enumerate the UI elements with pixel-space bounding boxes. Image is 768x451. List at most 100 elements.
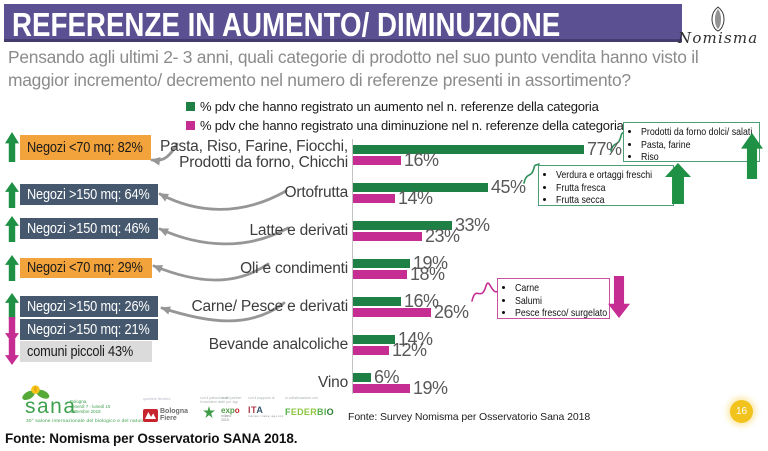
category-label: Latte e derivati bbox=[249, 221, 349, 239]
callout-item: Riso bbox=[641, 151, 755, 164]
bar-diminuzione bbox=[353, 156, 401, 165]
category-label: Pasta, Riso, Farine, Fiocchi, Prodotti da… bbox=[159, 137, 348, 171]
callout-arrow-down-icon bbox=[608, 276, 630, 318]
value-label-aumento: 77% bbox=[587, 139, 622, 159]
legend-swatch-green bbox=[186, 102, 195, 111]
callout-item: Frutta fresca bbox=[556, 182, 669, 195]
badge-text: Negozi >150 mq: 64% bbox=[27, 186, 150, 203]
callout-item: Verdura e ortaggi freschi bbox=[556, 169, 669, 182]
legend-item: % pdv che hanno registrato un aumento ne… bbox=[186, 99, 599, 114]
bar-aumento bbox=[353, 373, 371, 382]
callout-item: Carne bbox=[515, 282, 605, 295]
sana-dates: Bologna, venerdì 7 - lunedì 10 settembre 2… bbox=[70, 399, 111, 415]
badge-arrow-up-icon bbox=[5, 255, 19, 281]
category-label: Oli e condimenti bbox=[240, 259, 348, 277]
wavy-connector bbox=[523, 163, 540, 184]
badge-arrow-up-icon bbox=[5, 293, 19, 319]
bar-diminuzione bbox=[353, 194, 395, 203]
callout-item: Frutta secca bbox=[556, 194, 669, 207]
store-size-badge: Negozi >150 mq: 21% bbox=[20, 319, 158, 340]
store-size-badge: Negozi <70 mq: 29% bbox=[20, 258, 152, 278]
page-number-badge: 16 bbox=[730, 400, 753, 423]
bar-diminuzione bbox=[353, 232, 422, 241]
nomisma-emblem-icon bbox=[711, 6, 725, 32]
legend-item: % pdv che hanno registrato una diminuzio… bbox=[186, 118, 624, 133]
value-label-diminuzione: 18% bbox=[410, 264, 445, 284]
sana-wordmark: sana bbox=[25, 395, 77, 418]
category-label: Vino bbox=[318, 373, 348, 391]
store-size-badge: Negozi >150 mq: 46% bbox=[20, 218, 158, 239]
value-label-aumento: 16% bbox=[404, 291, 439, 311]
category-label: Ortofrutta bbox=[284, 183, 349, 201]
store-size-badge: comuni piccoli 43% bbox=[20, 341, 152, 362]
badge-arrow-up-icon bbox=[5, 132, 19, 162]
badge-text: Negozi >150 mq: 46% bbox=[27, 220, 150, 237]
badge-arrow-down-icon bbox=[5, 339, 19, 365]
partner-caption: in collaborazione con bbox=[285, 396, 318, 400]
sana-logo: sana Bologna, venerdì 7 - lunedì 10 settem… bbox=[18, 383, 228, 429]
slide-title: REFERENZE IN AUMENTO/ DIMINUZIONE bbox=[12, 6, 561, 43]
page-number: 16 bbox=[735, 406, 748, 417]
value-label-diminuzione: 26% bbox=[434, 302, 469, 322]
category-label: Carne/ Pesce e derivati bbox=[191, 297, 348, 315]
value-label-diminuzione: 14% bbox=[398, 188, 433, 208]
question-text: Pensando agli ultimi 2- 3 anni, quali ca… bbox=[8, 46, 748, 92]
badge-arrow-up-icon bbox=[5, 182, 19, 208]
partner-caption: quartiere fieristico bbox=[143, 397, 171, 401]
partner-caption: main partner bbox=[222, 396, 242, 400]
legend-label: % pdv che hanno registrato un aumento ne… bbox=[200, 99, 599, 114]
store-size-badge: Negozi <70 mq: 82% bbox=[20, 135, 151, 160]
sana-leaf-icon bbox=[22, 385, 50, 401]
callout-box: Verdura e ortaggi freschiFrutta frescaFr… bbox=[538, 165, 674, 206]
value-label-diminuzione: 16% bbox=[404, 150, 439, 170]
callout-item: Pesce fresco/ surgelato bbox=[515, 307, 607, 320]
callout-item: Prodotti da forno dolci/ salati bbox=[641, 126, 755, 139]
callout-item: Pasta, farine bbox=[641, 139, 755, 152]
store-size-badge: Negozi >150 mq: 26% bbox=[20, 296, 158, 317]
ita-logo: ITA italian trade agency bbox=[248, 405, 285, 418]
bar-aumento bbox=[353, 221, 452, 230]
partner-caption: con il supporto di bbox=[248, 396, 275, 400]
question-line: Pensando agli ultimi 2- 3 anni, quali ca… bbox=[8, 47, 699, 67]
value-label-diminuzione: 23% bbox=[425, 226, 460, 246]
sana-subtitle: 30° salone internazionale del biologico … bbox=[26, 419, 150, 424]
bar-diminuzione bbox=[353, 384, 410, 393]
callout-item: Salumi bbox=[515, 295, 605, 308]
callout-box: Prodotti da forno dolci/ salatiPasta, fa… bbox=[623, 122, 760, 164]
value-label-aumento: 6% bbox=[374, 367, 400, 387]
legend-label: % pdv che hanno registrato una diminuzio… bbox=[200, 118, 624, 133]
nomisma-wordmark: Nomisma bbox=[678, 29, 759, 47]
category-label: Bevande analcoliche bbox=[208, 335, 348, 353]
federbio-logo: FEDERBIO bbox=[285, 407, 334, 417]
callout-box: CarneSalumiPesce fresco/ surgelato bbox=[497, 278, 610, 319]
title-bar: REFERENZE IN AUMENTO/ DIMINUZIONE bbox=[4, 4, 682, 43]
bottom-caption: Fonte: Nomisma per Osservatorio SANA 201… bbox=[5, 431, 298, 446]
value-label-aumento: 14% bbox=[398, 329, 433, 349]
question-line: maggior incremento/ decremento nel numer… bbox=[8, 70, 631, 90]
nomisma-logo: Nomisma bbox=[678, 6, 759, 47]
badge-text: Negozi <70 mq: 29% bbox=[27, 260, 143, 276]
badge-text: comuni piccoli 43% bbox=[27, 343, 134, 360]
value-label-aumento: 19% bbox=[413, 253, 448, 273]
chart-axis bbox=[352, 139, 353, 394]
bar-aumento bbox=[353, 335, 395, 344]
legend-swatch-magenta bbox=[186, 121, 195, 130]
badge-text: Negozi <70 mq: 82% bbox=[27, 139, 143, 156]
wavy-connector bbox=[471, 282, 499, 302]
bar-aumento bbox=[353, 183, 488, 192]
value-label-diminuzione: 19% bbox=[413, 378, 448, 398]
expo-logo: expo milano 2015 bbox=[221, 406, 240, 422]
bar-diminuzione bbox=[353, 346, 389, 355]
bar-aumento bbox=[353, 297, 401, 306]
badge-text: Negozi >150 mq: 26% bbox=[27, 298, 150, 315]
partner-caption: con il patrocinio di il ministero delle p… bbox=[200, 396, 239, 405]
bar-aumento bbox=[353, 259, 410, 268]
bar-aumento bbox=[353, 145, 584, 154]
value-label-aumento: 33% bbox=[455, 215, 490, 235]
badge-text: Negozi >150 mq: 21% bbox=[27, 321, 150, 338]
value-label-aumento: 45% bbox=[491, 177, 526, 197]
badge-arrow-up-icon bbox=[5, 216, 19, 242]
source-note: Fonte: Survey Nomisma per Osservatorio S… bbox=[348, 411, 591, 423]
store-size-badge: Negozi >150 mq: 64% bbox=[20, 184, 158, 205]
